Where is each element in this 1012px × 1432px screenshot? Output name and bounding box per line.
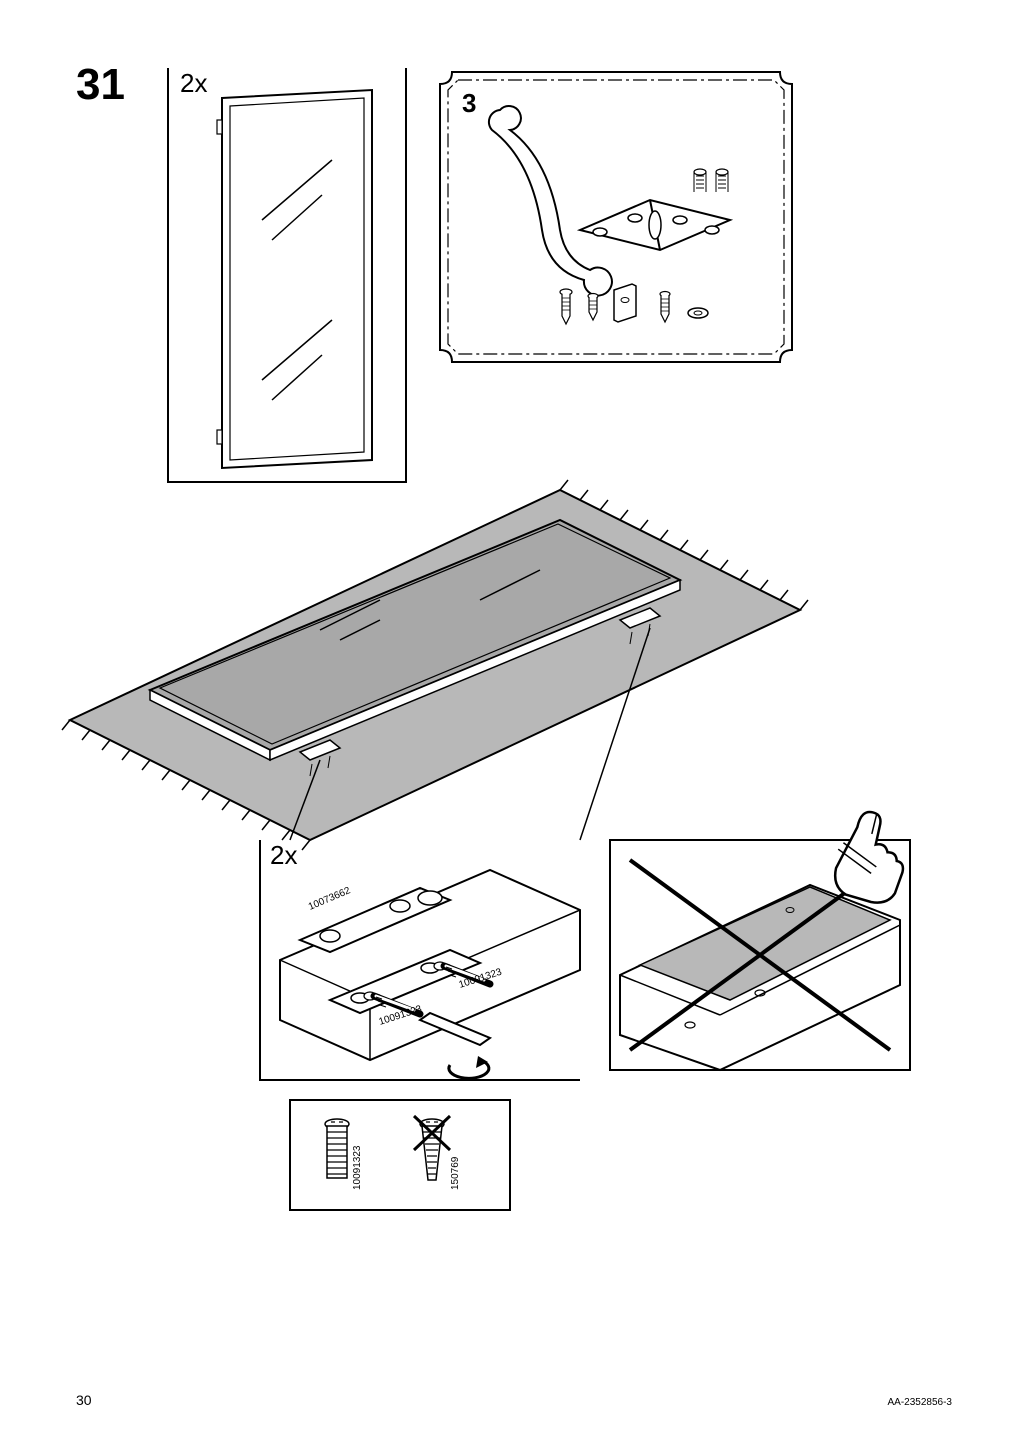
wrong-screw-label: 150769	[450, 1156, 461, 1190]
door-qty-label: 2x	[180, 68, 207, 98]
wrong-panel	[610, 805, 922, 1070]
parts-bag: 3	[440, 72, 792, 362]
page-number: 30	[76, 1392, 92, 1408]
instruction-page: 31 2x 3	[0, 0, 1012, 1432]
doc-code: AA-2352856-3	[888, 1397, 953, 1408]
illustration: 2x 3	[0, 0, 1012, 1432]
correct-screw-label: 10091323	[352, 1145, 363, 1190]
door-on-rug	[62, 480, 808, 850]
correct-screw-icon	[325, 1119, 349, 1178]
hinge-part-number: 10073662	[307, 885, 353, 913]
bag-number: 3	[462, 88, 476, 118]
hinge-qty-label: 2x	[270, 840, 297, 870]
door-box: 2x	[168, 68, 406, 482]
screw-compare: 10091323 150769	[290, 1100, 510, 1210]
